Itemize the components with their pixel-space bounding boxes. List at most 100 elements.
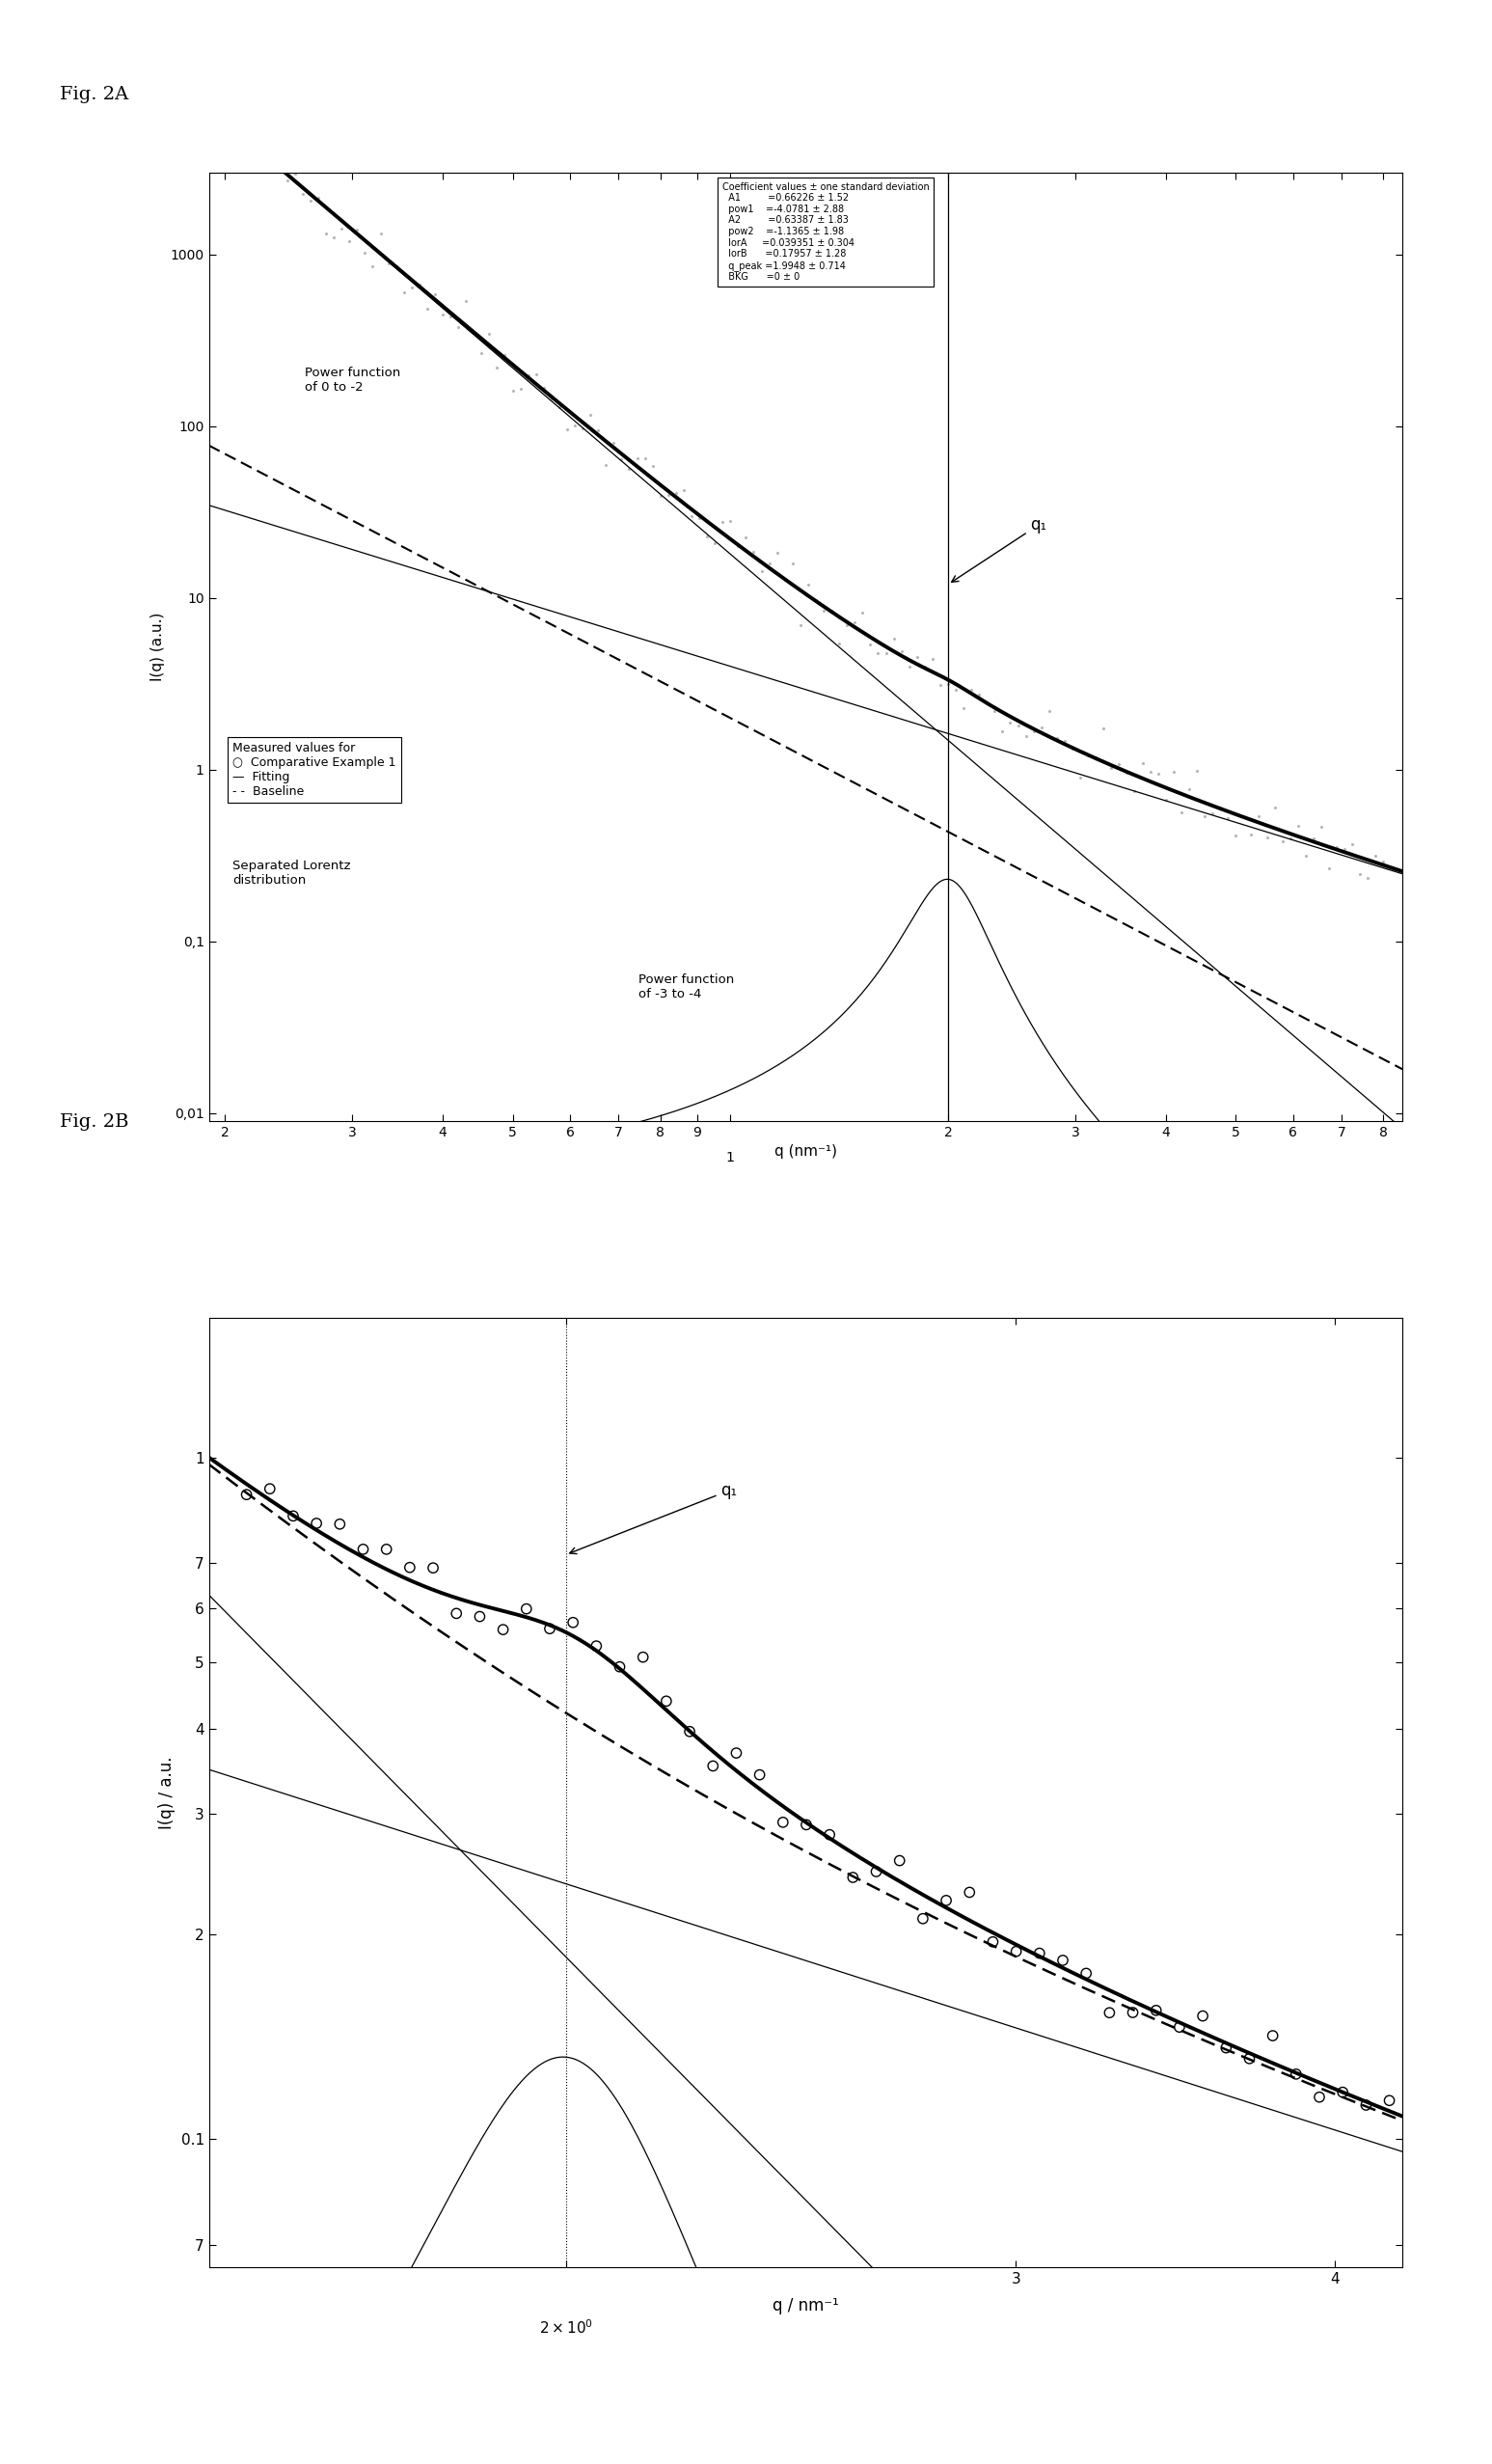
Point	[1191, 1996, 1214, 2035]
Point	[1262, 788, 1286, 828]
Point	[415, 288, 439, 328]
Point	[468, 1597, 492, 1636]
Point	[477, 315, 501, 355]
Point	[1006, 705, 1029, 744]
Point	[407, 266, 431, 306]
Point	[1377, 2080, 1401, 2119]
Point	[1107, 744, 1131, 784]
Point	[422, 276, 446, 315]
Y-axis label: I(q) / a.u.: I(q) / a.u.	[158, 1757, 176, 1828]
Point	[633, 439, 656, 478]
Point	[1356, 857, 1380, 897]
Point	[485, 347, 509, 387]
Text: Separated Lorentz
distribution: Separated Lorentz distribution	[233, 860, 351, 887]
Point	[548, 387, 571, 426]
Point	[524, 355, 548, 394]
Point	[1053, 722, 1077, 761]
Point	[562, 407, 586, 446]
Point	[328, 1506, 352, 1545]
Point	[555, 409, 579, 448]
Point	[882, 618, 906, 658]
Text: q₁: q₁	[570, 1481, 737, 1555]
Point	[719, 500, 743, 540]
Text: 1: 1	[727, 1151, 734, 1163]
Point	[345, 209, 369, 249]
Point	[1349, 855, 1373, 894]
Point	[864, 1853, 888, 1892]
Point	[607, 1646, 631, 1685]
Point	[446, 308, 470, 347]
Point	[463, 313, 486, 352]
Point	[1209, 788, 1232, 828]
Point	[640, 446, 664, 485]
Point	[1325, 828, 1349, 867]
Point	[258, 1469, 282, 1508]
Point	[758, 545, 782, 584]
Point	[228, 106, 252, 145]
Point	[1285, 2055, 1308, 2094]
Point	[1192, 796, 1216, 835]
Point	[1214, 2028, 1238, 2067]
Point	[509, 370, 533, 409]
Point	[1050, 1942, 1074, 1981]
Point	[695, 517, 719, 557]
Point	[1261, 2016, 1285, 2055]
X-axis label: q (nm⁻¹): q (nm⁻¹)	[774, 1146, 837, 1158]
Point	[267, 138, 291, 177]
Point	[747, 1754, 771, 1794]
Point	[765, 532, 789, 572]
Point	[337, 222, 361, 261]
Point	[1332, 828, 1356, 867]
Point	[935, 665, 959, 705]
Point	[897, 648, 921, 687]
Point	[1028, 1934, 1052, 1974]
Point	[649, 476, 673, 515]
X-axis label: q / nm⁻¹: q / nm⁻¹	[773, 2296, 839, 2314]
Point	[1201, 793, 1225, 833]
Point	[516, 355, 540, 394]
Point	[1153, 781, 1177, 821]
Point	[383, 246, 407, 286]
Point	[1177, 769, 1201, 808]
Point	[579, 394, 603, 434]
Point	[618, 448, 642, 488]
Point	[1185, 752, 1209, 791]
Point	[818, 1816, 841, 1855]
Point	[398, 1547, 422, 1587]
Point	[280, 1496, 304, 1535]
Text: Fig. 2A: Fig. 2A	[60, 86, 128, 103]
Point	[671, 471, 695, 510]
Point	[656, 476, 680, 515]
Point	[1138, 752, 1162, 791]
Point	[734, 517, 758, 557]
Point	[688, 498, 712, 537]
Point	[1355, 2085, 1379, 2124]
Point	[724, 1732, 747, 1772]
Text: Power function
of 0 to -2: Power function of 0 to -2	[304, 367, 400, 394]
Point	[780, 545, 804, 584]
Point	[874, 633, 898, 673]
Point	[1004, 1932, 1028, 1971]
Point	[998, 702, 1022, 742]
Point	[991, 712, 1015, 752]
Point	[983, 692, 1007, 732]
Point	[1231, 796, 1255, 835]
Text: Measured values for
○  Comparative Example 1
—  Fitting
- -  Baseline: Measured values for ○ Comparative Exampl…	[233, 742, 397, 798]
Point	[421, 1547, 445, 1587]
Point	[710, 503, 734, 542]
Point	[586, 411, 610, 451]
Point	[819, 591, 843, 631]
Point	[1237, 2038, 1261, 2077]
Point	[631, 1639, 655, 1678]
Point	[515, 1589, 539, 1629]
Point	[330, 209, 354, 249]
Point	[298, 180, 322, 219]
Point	[322, 217, 346, 256]
Point	[1240, 816, 1264, 855]
Point	[1286, 806, 1310, 845]
Point	[306, 177, 330, 217]
Point	[234, 1476, 258, 1515]
Text: q₁: q₁	[952, 515, 1047, 582]
Point	[1170, 793, 1194, 833]
Point	[906, 638, 930, 678]
